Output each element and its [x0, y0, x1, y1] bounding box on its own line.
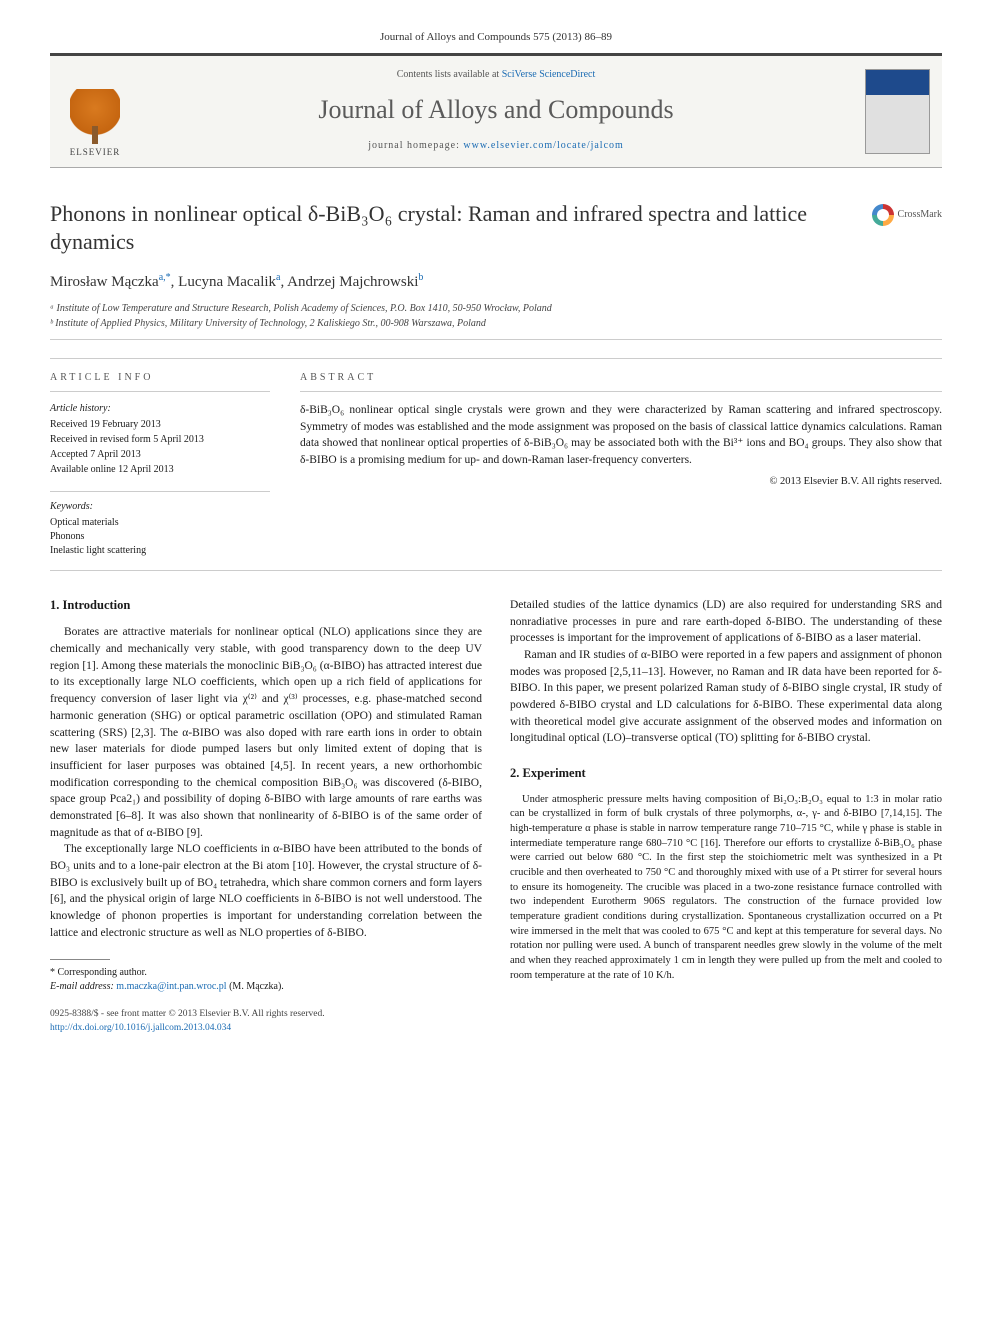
bottom-publication-bar: 0925-8388/$ - see front matter © 2013 El…: [50, 1008, 942, 1035]
keyword-3: Inelastic light scattering: [50, 544, 270, 558]
author-3-affil: b: [418, 272, 423, 283]
intro-paragraph-1: Borates are attractive materials for non…: [50, 624, 482, 841]
cover-thumb-area: [852, 56, 942, 166]
author-email-link[interactable]: m.maczka@int.pan.wroc.pl: [116, 981, 226, 992]
sciencedirect-link[interactable]: SciVerse ScienceDirect: [502, 69, 596, 80]
article-info-block: ARTICLE INFO Article history: Received 1…: [50, 359, 270, 570]
article-info-heading: ARTICLE INFO: [50, 371, 270, 392]
keywords-label: Keywords:: [50, 500, 270, 514]
affiliation-b: ᵇ Institute of Applied Physics, Military…: [50, 316, 942, 331]
received-date: Received 19 February 2013: [50, 418, 270, 432]
author-1-affil: a,*: [159, 272, 171, 283]
homepage-prefix: journal homepage:: [368, 140, 463, 151]
contents-prefix: Contents lists available at: [397, 69, 502, 80]
email-footnote: E-mail address: m.maczka@int.pan.wroc.pl…: [50, 980, 482, 994]
experiment-paragraph-1: Under atmospheric pressure melts having …: [510, 793, 942, 984]
doi-link[interactable]: http://dx.doi.org/10.1016/j.jallcom.2013…: [50, 1023, 231, 1033]
author-3: , Andrzej Majchrowski: [281, 274, 419, 290]
email-label: E-mail address:: [50, 981, 116, 992]
abstract-block: ABSTRACT δ-BiB₃O₆ nonlinear optical sing…: [300, 359, 942, 570]
elsevier-logo: ELSEVIER: [60, 79, 130, 159]
experiment-heading: 2. Experiment: [510, 765, 942, 783]
crossmark-label: CrossMark: [898, 208, 942, 222]
keyword-2: Phonons: [50, 530, 270, 544]
journal-cover-icon: [865, 69, 930, 154]
accepted-date: Accepted 7 April 2013: [50, 448, 270, 462]
issn-line: 0925-8388/$ - see front matter © 2013 El…: [50, 1008, 942, 1021]
contents-list-line: Contents lists available at SciVerse Sci…: [140, 68, 852, 82]
citation-line: Journal of Alloys and Compounds 575 (201…: [50, 30, 942, 45]
history-label: Article history:: [50, 402, 270, 416]
intro-paragraph-3: Detailed studies of the lattice dynamics…: [510, 597, 942, 647]
email-person: (M. Mączka).: [227, 981, 284, 992]
intro-paragraph-4: Raman and IR studies of α-BIBO were repo…: [510, 647, 942, 747]
affiliation-a: ᵃ Institute of Low Temperature and Struc…: [50, 301, 942, 316]
article-title: Phonons in nonlinear optical δ-BiB₃O₆ cr…: [50, 200, 830, 257]
left-column: 1. Introduction Borates are attractive m…: [50, 597, 482, 994]
author-1: Mirosław Mączka: [50, 274, 159, 290]
journal-title: Journal of Alloys and Compounds: [140, 92, 852, 128]
info-abstract-row: ARTICLE INFO Article history: Received 1…: [50, 358, 942, 571]
author-list: Mirosław Mączkaa,*, Lucyna Macalika, And…: [50, 271, 942, 293]
footnote-separator: [50, 959, 110, 960]
abstract-copyright: © 2013 Elsevier B.V. All rights reserved…: [300, 475, 942, 490]
keyword-1: Optical materials: [50, 516, 270, 530]
abstract-text: δ-BiB₃O₆ nonlinear optical single crysta…: [300, 402, 942, 469]
corresponding-author-note: * Corresponding author.: [50, 966, 482, 980]
affiliations: ᵃ Institute of Low Temperature and Struc…: [50, 301, 942, 331]
keywords-block: Keywords: Optical materials Phonons Inel…: [50, 491, 270, 558]
author-2: , Lucyna Macalik: [171, 274, 276, 290]
introduction-heading: 1. Introduction: [50, 597, 482, 615]
right-column: Detailed studies of the lattice dynamics…: [510, 597, 942, 994]
elsevier-tree-icon: [70, 89, 120, 144]
homepage-line: journal homepage: www.elsevier.com/locat…: [140, 139, 852, 153]
intro-paragraph-2: The exceptionally large NLO coefficients…: [50, 841, 482, 941]
revised-date: Received in revised form 5 April 2013: [50, 433, 270, 447]
journal-masthead: ELSEVIER Contents lists available at Sci…: [50, 53, 942, 167]
article-header: CrossMark Phonons in nonlinear optical δ…: [50, 200, 942, 340]
publisher-name: ELSEVIER: [70, 146, 121, 159]
online-date: Available online 12 April 2013: [50, 463, 270, 477]
crossmark-icon: [872, 204, 894, 226]
body-columns: 1. Introduction Borates are attractive m…: [50, 597, 942, 994]
publisher-logo-area: ELSEVIER: [50, 56, 140, 166]
journal-homepage-link[interactable]: www.elsevier.com/locate/jalcom: [463, 140, 623, 151]
crossmark-badge[interactable]: CrossMark: [872, 204, 942, 226]
abstract-heading: ABSTRACT: [300, 371, 942, 392]
